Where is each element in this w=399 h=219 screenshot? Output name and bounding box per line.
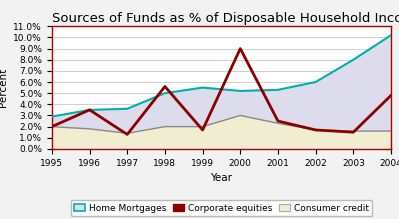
Legend: Home Mortgages, Corporate equities, Consumer credit: Home Mortgages, Corporate equities, Cons…	[71, 200, 372, 216]
X-axis label: Year: Year	[210, 173, 233, 183]
Y-axis label: Percent: Percent	[0, 68, 8, 107]
Text: Sources of Funds as % of Disposable Household Income: Sources of Funds as % of Disposable Hous…	[52, 12, 399, 25]
